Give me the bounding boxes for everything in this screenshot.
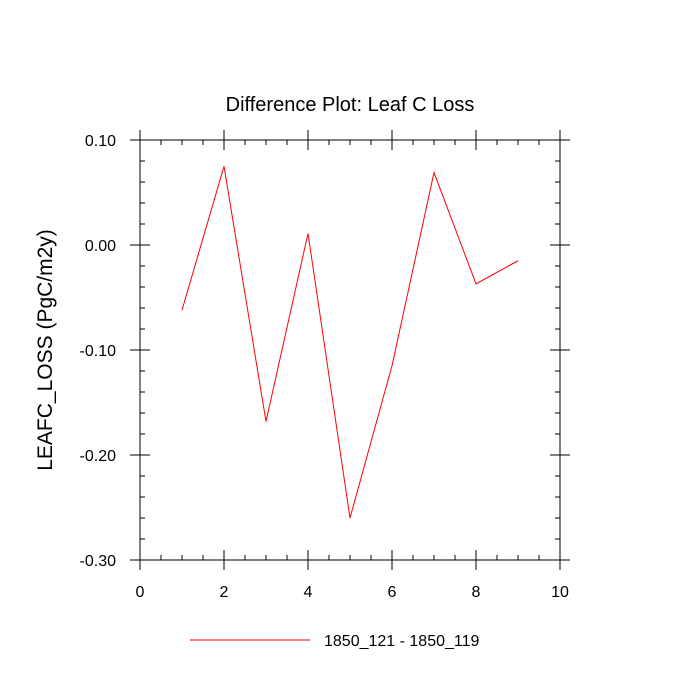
- plot-area: 0 2 4 6 8 10 0.10 0.00 -0.10 -0.20 -0.30: [80, 130, 570, 601]
- y-tick-label: -0.30: [80, 553, 117, 570]
- y-axis-label: LEAFC_LOSS (PgC/m2y): [34, 229, 57, 471]
- y-tick-label: 0.00: [85, 238, 116, 255]
- x-tick-label: 10: [551, 584, 569, 601]
- y-tick-label: -0.10: [80, 343, 117, 360]
- series-line: [181, 166, 519, 519]
- y-tick-label: -0.20: [80, 448, 117, 465]
- x-tick-label: 6: [388, 584, 397, 601]
- x-tick-label: 0: [136, 584, 145, 601]
- x-tick-label: 8: [472, 584, 481, 601]
- x-tick-label: 2: [220, 584, 229, 601]
- plot-frame: [139, 139, 561, 561]
- legend: 1850_121 - 1850_119: [190, 633, 480, 650]
- x-tick-label: 4: [304, 584, 313, 601]
- y-tick-label: 0.10: [85, 133, 116, 150]
- legend-label: 1850_121 - 1850_119: [324, 633, 480, 650]
- chart-title: Difference Plot: Leaf C Loss: [226, 94, 475, 116]
